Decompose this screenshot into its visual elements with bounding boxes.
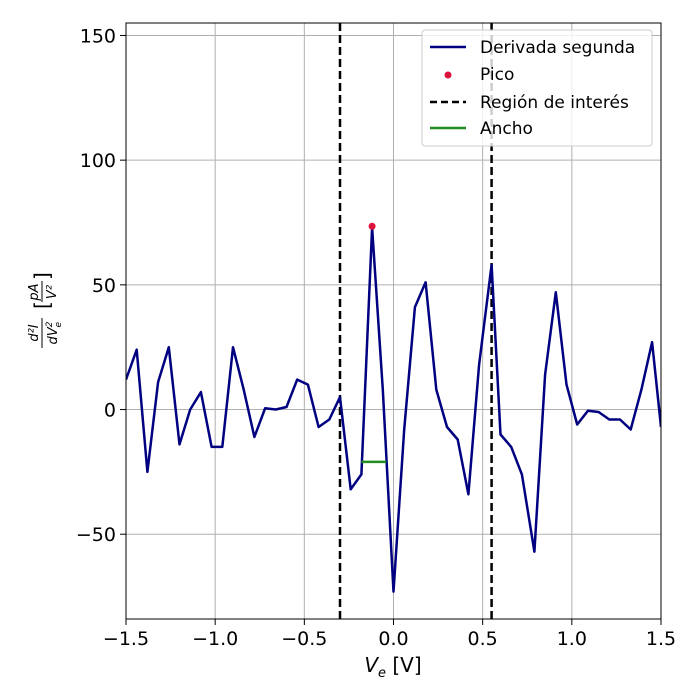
legend-width-label: Ancho <box>480 119 533 139</box>
x-tick-label: 1.0 <box>557 628 587 650</box>
y-label-unit-numerator: pA <box>27 283 42 301</box>
legend-region-label: Región de interés <box>480 93 629 113</box>
y-tick-label: 50 <box>92 275 116 297</box>
legend-peak-swatch <box>444 71 452 79</box>
x-tick-label: −1.5 <box>103 628 149 650</box>
y-label-unit-denominator: V² <box>45 285 60 299</box>
y-tick-label: 150 <box>80 25 116 47</box>
y-label-bracket-right: ] <box>30 272 54 280</box>
peak-marker <box>368 222 376 230</box>
y-label-numerator: d²I <box>27 324 42 341</box>
legend-series-label: Derivada segunda <box>480 38 635 58</box>
series-group <box>126 222 661 593</box>
x-tick-label: 0.0 <box>378 628 408 650</box>
grid <box>125 23 662 619</box>
legend: Derivada segunda Pico Región de interés … <box>421 29 653 147</box>
y-tick-label: −50 <box>76 524 116 546</box>
x-tick-label: 1.5 <box>646 628 676 650</box>
series-line <box>126 226 661 593</box>
y-axis: −50 0 50 100 150 <box>76 25 126 546</box>
x-axis: −1.5 −1.0 −0.5 0.0 0.5 1.0 1.5 <box>103 619 676 650</box>
x-axis-label: Ve [V] <box>364 653 421 681</box>
y-tick-label: 100 <box>80 150 116 172</box>
y-tick-label: 0 <box>104 400 116 422</box>
x-tick-label: −1.0 <box>192 628 238 650</box>
y-label-bracket-left: [ <box>30 301 54 309</box>
y-axis-label: d²I dV2e [ pA V² ] <box>27 272 64 348</box>
legend-peak-label: Pico <box>480 65 514 85</box>
legend-box <box>421 29 653 147</box>
x-tick-label: 0.5 <box>468 628 498 650</box>
y-label-denominator: dV2e <box>45 321 64 344</box>
x-tick-label: −0.5 <box>281 628 327 650</box>
